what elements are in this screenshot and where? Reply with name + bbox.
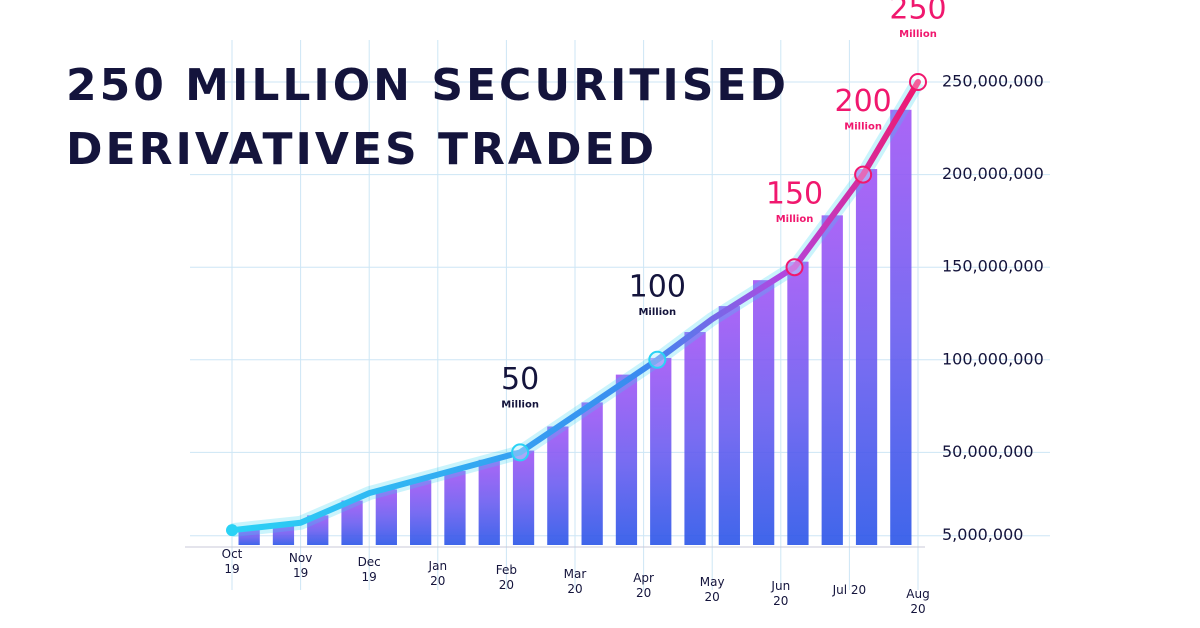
bar	[375, 489, 397, 545]
bar	[307, 515, 329, 545]
x-tick-label: Jun 20	[771, 579, 791, 608]
x-tick-label: Jul 20	[832, 583, 867, 597]
bar	[512, 450, 535, 545]
bar	[444, 470, 466, 545]
title-line: 250 MILLION SECURITISED	[66, 60, 789, 111]
bar	[410, 480, 432, 545]
bar	[547, 426, 569, 545]
y-tick-label: 100,000,000	[942, 349, 1044, 368]
milestone-label: 200 Million	[834, 84, 891, 133]
y-tick-label: 150,000,000	[942, 257, 1044, 276]
milestone-marker	[909, 73, 927, 91]
milestone-value: 200	[834, 84, 891, 119]
milestone-unit: Million	[501, 399, 539, 410]
milestone-marker	[854, 165, 873, 184]
title-line: DERIVATIVES TRADED	[66, 124, 658, 175]
x-tick-label: Feb 20	[495, 563, 518, 592]
milestone-value: 150	[766, 177, 823, 212]
bar	[684, 332, 706, 545]
bar	[753, 280, 775, 545]
title: 250 MILLION SECURITISED DERIVATIVES TRAD…	[66, 54, 789, 182]
bar	[615, 374, 638, 545]
milestone-label: 150 Million	[766, 177, 823, 226]
bar	[787, 261, 809, 545]
bar	[272, 524, 295, 545]
milestone-label: 250 Million	[889, 0, 946, 40]
milestone-marker	[785, 258, 804, 277]
milestone-marker	[511, 443, 530, 462]
milestone-unit: Million	[899, 29, 937, 40]
milestone-unit: Million	[638, 307, 676, 318]
y-tick-label: 50,000,000	[942, 442, 1034, 461]
bar	[581, 402, 603, 545]
milestone-value: 250	[889, 0, 946, 27]
bar	[890, 109, 912, 545]
line	[229, 79, 921, 534]
milestone-unit: Million	[844, 122, 882, 133]
bar	[821, 215, 843, 545]
bar	[718, 306, 740, 545]
bar	[341, 500, 363, 545]
milestone-value: 50	[501, 362, 539, 397]
y-tick-label: 5,000,000	[942, 525, 1023, 544]
x-tick-label: Dec 19	[357, 555, 381, 584]
x-tick-label: Aug 20	[906, 587, 930, 616]
milestone-unit: Million	[776, 214, 814, 225]
x-tick-label: Apr 20	[633, 571, 654, 600]
bar	[238, 528, 260, 545]
x-tick-label: May 20	[699, 575, 725, 604]
milestone-value: 100	[629, 269, 686, 304]
x-tick-label: Oct 19	[221, 547, 243, 576]
x-tick-label: Jan 20	[428, 559, 448, 588]
bar	[478, 459, 500, 545]
bar	[650, 357, 672, 545]
x-tick-label: Mar 20	[563, 567, 587, 596]
milestone-marker	[648, 350, 667, 369]
start-dot	[226, 524, 238, 537]
bar	[855, 169, 878, 545]
y-tick-label: 250,000,000	[942, 72, 1044, 91]
y-tick-label: 200,000,000	[942, 164, 1044, 183]
milestone-label: 100 Million	[629, 269, 686, 318]
milestone-label: 50 Million	[501, 362, 539, 411]
x-tick-label: Nov 19	[288, 551, 313, 580]
